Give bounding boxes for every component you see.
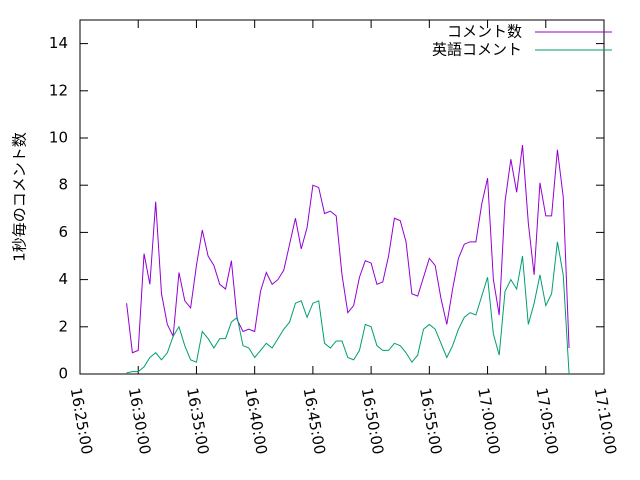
data-line [126,145,570,354]
y-tick-label: 8 [58,176,68,194]
x-tick-label: 16:40:00 [241,386,270,455]
x-tick-label: 16:50:00 [358,386,387,455]
x-tick-label: 16:55:00 [416,386,445,455]
x-tick-label: 16:25:00 [67,386,96,455]
y-tick-label: 10 [49,129,68,147]
legend-label: 英語コメント [432,41,522,59]
x-tick-label: 16:30:00 [125,386,154,455]
y-tick-label: 12 [49,81,68,99]
x-tick-label: 16:45:00 [300,386,329,455]
x-tick-label: 17:05:00 [532,386,561,455]
x-tick-label: 17:00:00 [474,386,503,455]
y-tick-label: 14 [49,34,68,52]
y-tick-label: 6 [58,223,68,241]
y-tick-label: 2 [58,317,68,335]
data-line [126,241,570,375]
y-axis-label: 1秒毎のコメント数 [11,132,29,262]
legend-label: コメント数 [447,23,522,41]
x-tick-label: 17:10:00 [591,386,620,455]
y-tick-label: 0 [58,365,68,383]
y-tick-label: 4 [58,270,68,288]
plot-border [79,19,605,375]
x-tick-label: 16:35:00 [183,386,212,455]
